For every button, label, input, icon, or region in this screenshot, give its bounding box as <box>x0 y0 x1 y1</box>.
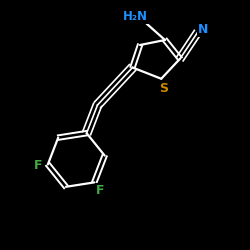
Text: H₂N: H₂N <box>123 10 148 23</box>
Text: F: F <box>34 160 42 172</box>
Text: S: S <box>159 82 168 95</box>
Text: N: N <box>198 23 208 36</box>
Text: F: F <box>96 184 105 197</box>
